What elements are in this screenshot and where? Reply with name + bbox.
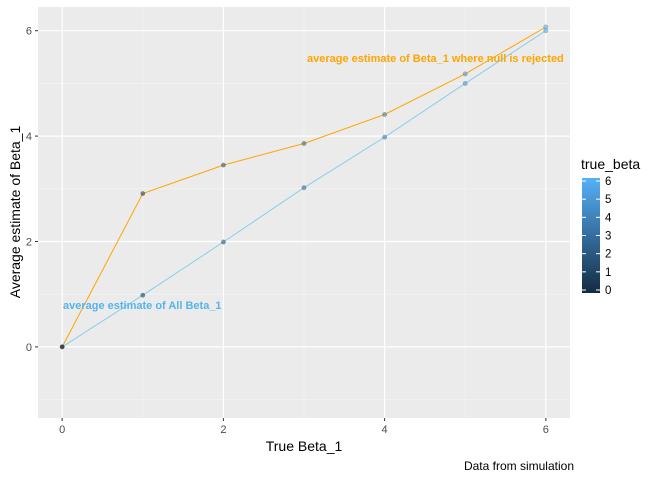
- data-point-all: [382, 134, 388, 140]
- x-axis-title: True Beta_1: [266, 438, 343, 454]
- data-point-rejected: [462, 71, 468, 77]
- grid-major: [38, 7, 570, 418]
- legend: true_beta 6 5 4 3 2 1 0: [581, 156, 640, 297]
- y-tick-label: 4: [26, 131, 32, 143]
- y-tick-label: 6: [26, 26, 32, 38]
- data-point-rejected: [220, 162, 226, 168]
- x-tick-label: 0: [59, 424, 65, 436]
- x-tick-label: 6: [543, 424, 549, 436]
- data-point-rejected: [382, 112, 388, 117]
- annotations: average estimate of All Beta_1 average e…: [63, 53, 564, 312]
- x-tick-label: 4: [382, 424, 388, 436]
- legend-ticks: 6 5 4 3 2 1 0: [582, 176, 612, 297]
- caption: Data from simulation: [464, 459, 574, 473]
- annotation-rejected-beta: average estimate of Beta_1 where null is…: [307, 53, 564, 65]
- data-point-rejected: [301, 141, 307, 146]
- legend-colorbar: [582, 178, 600, 293]
- data-point-all: [462, 80, 468, 86]
- data-point-all: [301, 185, 307, 191]
- y-tick-label: 0: [26, 342, 32, 354]
- legend-tick-label: 6: [605, 176, 611, 188]
- data-point-rejected: [140, 191, 146, 196]
- x-tick-label: 2: [220, 424, 226, 436]
- legend-tick-label: 4: [605, 212, 612, 224]
- data-point-all: [220, 239, 226, 245]
- legend-tick-label: 5: [605, 194, 611, 206]
- annotation-all-beta: average estimate of All Beta_1: [63, 300, 222, 312]
- y-axis-title: Average estimate of Beta_1: [7, 126, 23, 299]
- legend-tick-label: 1: [605, 267, 611, 279]
- y-tick-label: 2: [26, 236, 32, 248]
- legend-tick-label: 0: [605, 285, 611, 297]
- legend-tick-label: 2: [605, 249, 611, 261]
- series-points: [59, 24, 549, 350]
- y-axis: 0 2 4 6: [26, 26, 38, 354]
- legend-title: true_beta: [581, 156, 640, 172]
- data-point-rejected: [59, 344, 65, 350]
- data-point-rejected: [543, 24, 549, 30]
- data-point-all: [140, 292, 146, 298]
- x-axis: 0 2 4 6: [59, 418, 549, 436]
- legend-tick-label: 3: [605, 231, 611, 243]
